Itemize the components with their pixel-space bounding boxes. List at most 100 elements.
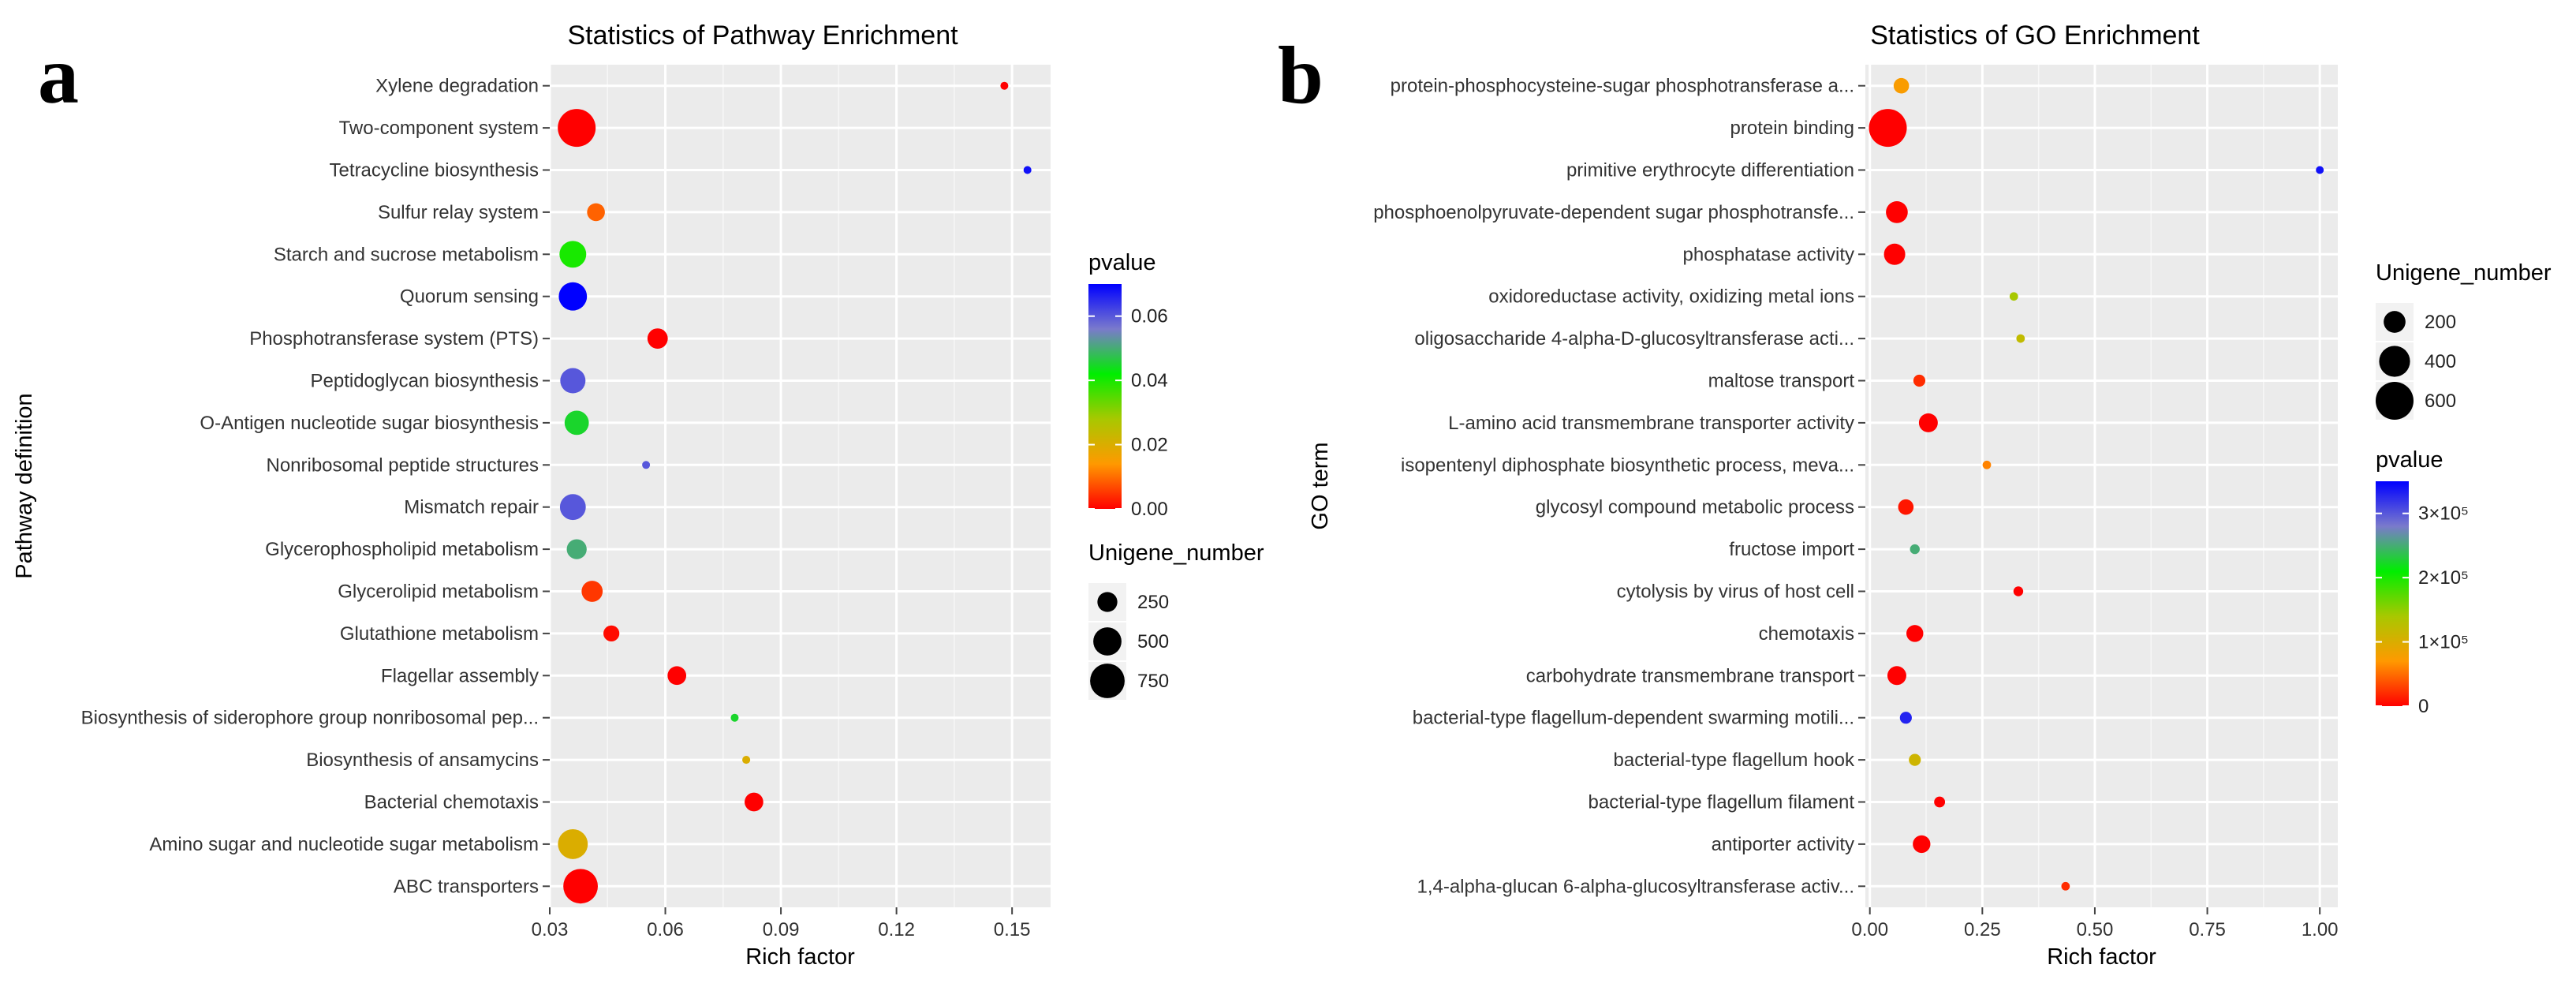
size-legend-dot bbox=[1090, 664, 1125, 698]
data-point bbox=[2016, 334, 2025, 343]
size-legend-dot bbox=[2379, 346, 2410, 377]
size-legend-label: 600 bbox=[2425, 391, 2456, 412]
plot-panel bbox=[550, 65, 1051, 907]
category-label: glycosyl compound metabolic process bbox=[1536, 497, 1854, 518]
chart-a: Xylene degradation Two-component system Te… bbox=[12, 21, 1264, 970]
size-legend-label: 400 bbox=[2425, 351, 2456, 372]
size-legend-title: Unigene_number bbox=[2376, 260, 2552, 286]
plot-panel bbox=[1865, 65, 2338, 907]
data-point bbox=[558, 282, 588, 311]
data-point bbox=[1898, 499, 1914, 515]
category-label: oligosaccharide 4-alpha-D-glucosyltransf… bbox=[1414, 328, 1854, 350]
category-label: cytolysis by virus of host cell bbox=[1617, 581, 1854, 603]
y-axis-label: GO term bbox=[1308, 442, 1333, 529]
category-label: Nonribosomal peptide structures bbox=[266, 454, 539, 476]
panel-label-a: a bbox=[38, 30, 79, 121]
size-legend-label: 250 bbox=[1137, 592, 1169, 613]
size-legend-dot bbox=[1097, 592, 1118, 612]
category-label: phosphoenolpyruvate-dependent sugar phos… bbox=[1373, 202, 1854, 223]
size-legend-title: Unigene_number bbox=[1088, 540, 1264, 566]
data-point bbox=[566, 539, 587, 559]
category-label: chemotaxis bbox=[1759, 623, 1854, 645]
chart-title: Statistics of GO Enrichment bbox=[1870, 21, 2200, 50]
category-label: Xylene degradation bbox=[375, 76, 539, 97]
category-label: 1,4-alpha-glucan 6-alpha-glucosyltransfe… bbox=[1417, 876, 1854, 897]
size-legend-label: 200 bbox=[2425, 312, 2456, 333]
x-tick-label: 0.03 bbox=[532, 919, 569, 940]
data-point bbox=[558, 109, 596, 148]
size-legend-dot bbox=[1093, 627, 1122, 656]
data-point bbox=[564, 410, 589, 436]
category-label: O-Antigen nucleotide sugar biosynthesis bbox=[200, 413, 539, 434]
category-label: Biosynthesis of ansamycins bbox=[306, 750, 539, 771]
category-label: Glycerophospholipid metabolism bbox=[265, 539, 539, 560]
category-label: bacterial-type flagellum hook bbox=[1614, 750, 1855, 771]
category-label: L-amino acid transmembrane transporter a… bbox=[1448, 413, 1854, 434]
category-label: Starch and sucrose metabolism bbox=[274, 244, 539, 265]
category-label: Biosynthesis of siderophore group nonrib… bbox=[81, 708, 539, 729]
data-point bbox=[560, 368, 586, 394]
category-label: Glycerolipid metabolism bbox=[338, 581, 539, 603]
panel-label-b: b bbox=[1278, 30, 1323, 121]
category-label: Bacterial chemotaxis bbox=[364, 792, 539, 813]
pvalue-colorbar bbox=[2376, 481, 2409, 706]
data-point bbox=[742, 756, 751, 765]
data-point bbox=[1982, 460, 1992, 469]
size-legend: Unigene_number 250 500 750 bbox=[1088, 540, 1264, 700]
data-point bbox=[559, 241, 587, 268]
data-point bbox=[603, 625, 620, 642]
data-point bbox=[2316, 166, 2324, 174]
category-label: bacterial-type flagellum-dependent swarm… bbox=[1413, 708, 1854, 729]
x-tick-label: 0.50 bbox=[2077, 919, 2114, 940]
size-legend-label: 750 bbox=[1137, 671, 1169, 692]
data-point bbox=[1887, 666, 1906, 686]
data-point bbox=[563, 869, 598, 904]
x-axis-label: Rich factor bbox=[2047, 944, 2156, 970]
x-tick-label: 0.12 bbox=[878, 919, 915, 940]
data-point bbox=[1913, 835, 1931, 854]
x-tick-label: 0.15 bbox=[994, 919, 1031, 940]
data-point bbox=[1918, 413, 1938, 432]
colorbar-tick-label: 0 bbox=[2418, 696, 2429, 717]
data-point bbox=[1934, 796, 1946, 808]
x-tick-label: 0.09 bbox=[763, 919, 800, 940]
size-legend-dot bbox=[2376, 382, 2414, 420]
x-tick-label: 0.00 bbox=[1851, 919, 1888, 940]
category-label: fructose import bbox=[1729, 539, 1854, 560]
data-point bbox=[1000, 81, 1009, 90]
data-point bbox=[1913, 374, 1926, 387]
data-point bbox=[581, 581, 603, 602]
data-point bbox=[1023, 166, 1032, 174]
data-point bbox=[2009, 292, 2018, 301]
category-label: isopentenyl diphosphate biosynthetic pro… bbox=[1401, 454, 1854, 476]
x-tick-label: 0.25 bbox=[1964, 919, 2001, 940]
size-legend-label: 500 bbox=[1137, 631, 1169, 652]
category-label: Tetracycline biosynthesis bbox=[330, 160, 539, 181]
data-point bbox=[2061, 881, 2070, 891]
data-point bbox=[2013, 586, 2024, 596]
colorbar-tick-label: 0.00 bbox=[1131, 499, 1168, 520]
colorbar-tick-label: 1×10⁵ bbox=[2418, 632, 2469, 653]
data-point bbox=[647, 328, 668, 349]
chart-b: protein-phosphocysteine-sugar phosphotra… bbox=[1308, 21, 2552, 970]
data-point bbox=[587, 203, 605, 222]
data-point bbox=[1909, 753, 1921, 766]
category-label: bacterial-type flagellum filament bbox=[1589, 792, 1855, 813]
x-tick-label: 0.75 bbox=[2189, 919, 2226, 940]
category-label: Amino sugar and nucleotide sugar metabol… bbox=[149, 834, 539, 855]
pvalue-legend: pvalue 0 1×10⁵ 2×10⁵ 3×10⁵ bbox=[2376, 447, 2469, 717]
category-label: Sulfur relay system bbox=[378, 202, 539, 223]
colorbar-tick-label: 0.06 bbox=[1131, 306, 1168, 327]
data-point bbox=[559, 494, 586, 521]
category-label: carbohydrate transmembrane transport bbox=[1526, 665, 1855, 686]
pvalue-legend-title: pvalue bbox=[1088, 250, 1155, 275]
category-label: Peptidoglycan biosynthesis bbox=[310, 371, 539, 392]
chart-title: Statistics of Pathway Enrichment bbox=[567, 21, 958, 50]
data-point bbox=[1869, 109, 1907, 148]
data-point bbox=[558, 828, 588, 859]
pvalue-colorbar bbox=[1088, 284, 1122, 509]
size-legend-dot bbox=[2384, 311, 2406, 333]
pvalue-legend-title: pvalue bbox=[2376, 447, 2443, 473]
pvalue-legend: pvalue 0.00 0.02 0.04 0.06 bbox=[1088, 250, 1168, 520]
